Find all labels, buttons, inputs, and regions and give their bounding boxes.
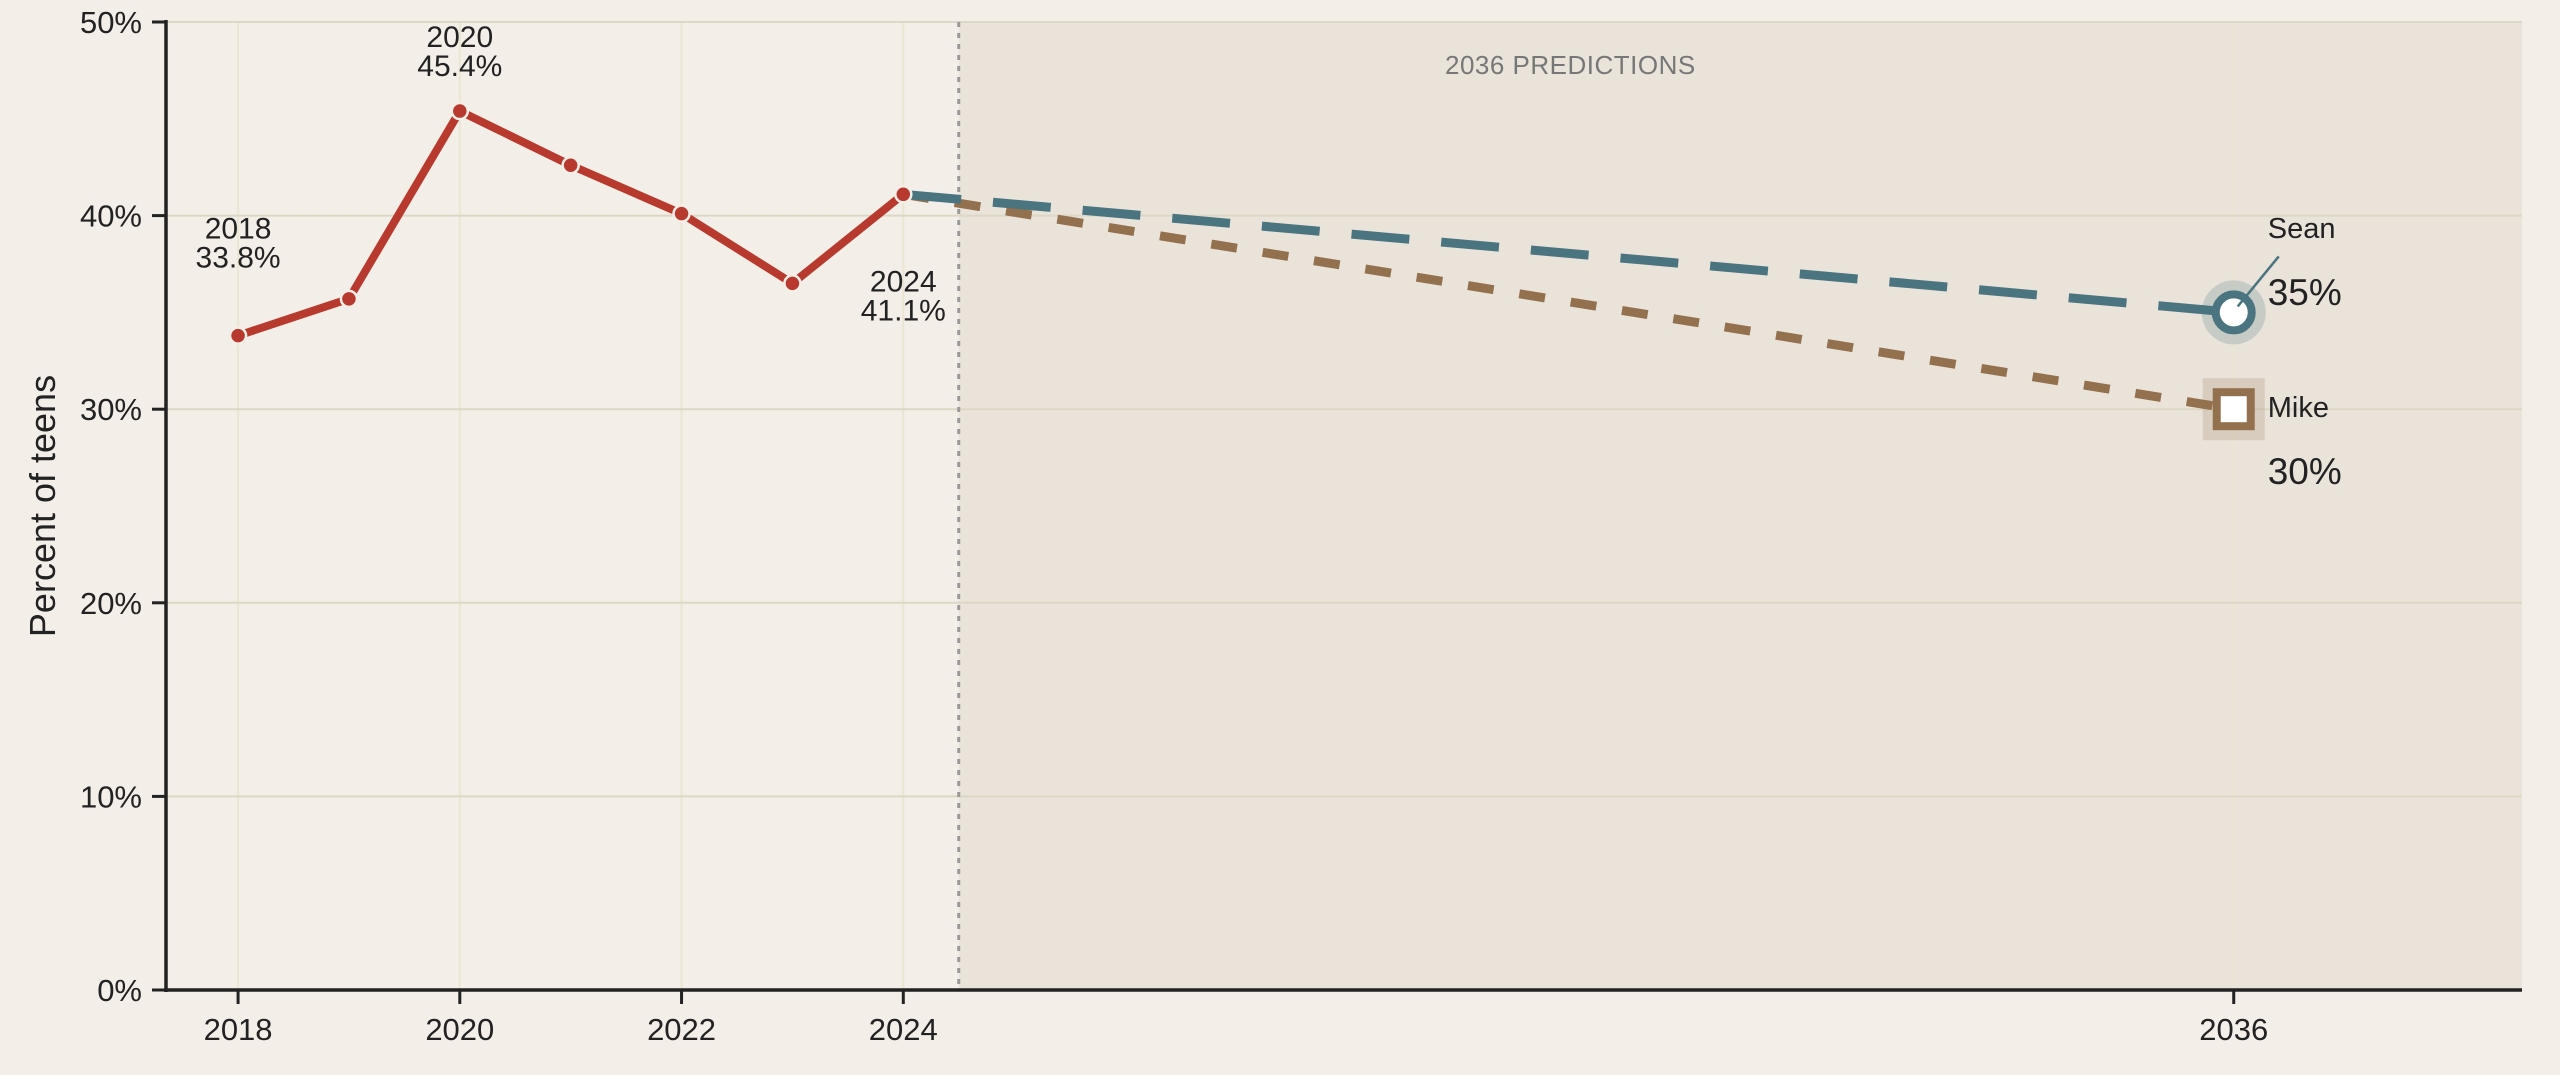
y-tick-label: 40% (80, 199, 142, 234)
data-point (339, 289, 359, 309)
annotation-value: 33.8% (196, 242, 281, 275)
sean-value-label: 35% (2268, 272, 2342, 313)
sean-leader-line (2236, 255, 2280, 308)
data-point (450, 101, 470, 121)
mike-name-label: Mike (2268, 392, 2329, 424)
annotation-year: 2020 (426, 21, 493, 54)
annotation-year: 2018 (205, 213, 272, 246)
x-tick-label: 2020 (425, 1012, 494, 1047)
y-tick-label: 20% (80, 586, 142, 621)
sean-name-label: Sean (2268, 213, 2336, 245)
x-tick-label: 2018 (204, 1012, 273, 1047)
mike-marker (2212, 388, 2255, 431)
annotation-year: 2024 (870, 265, 937, 298)
x-tick-label: 2024 (869, 1012, 938, 1047)
y-tick-label: 0% (97, 973, 142, 1008)
series-line-history (236, 107, 906, 340)
x-tick-label: 2036 (2199, 1012, 2268, 1047)
annotation-value: 41.1% (861, 294, 946, 327)
data-point (228, 326, 248, 345)
y-tick-label: 10% (80, 779, 142, 814)
series-line-mike (902, 189, 2235, 414)
mike-value-label: 30% (2268, 451, 2342, 492)
data-point (894, 185, 913, 204)
prediction-region (958, 22, 2522, 990)
prediction-region-label: 2036 PREDICTIONS (1445, 50, 1696, 80)
annotation-value: 45.4% (417, 50, 502, 83)
data-point (561, 156, 580, 175)
y-axis-label: Percent of teens (22, 375, 63, 637)
data-point (783, 274, 802, 293)
x-tick-label: 2022 (647, 1012, 716, 1047)
sean-marker (2211, 290, 2256, 335)
y-tick-label: 30% (80, 392, 142, 427)
y-tick-label: 50% (80, 5, 142, 40)
series-line-sean (902, 189, 2235, 317)
data-point (672, 204, 691, 223)
